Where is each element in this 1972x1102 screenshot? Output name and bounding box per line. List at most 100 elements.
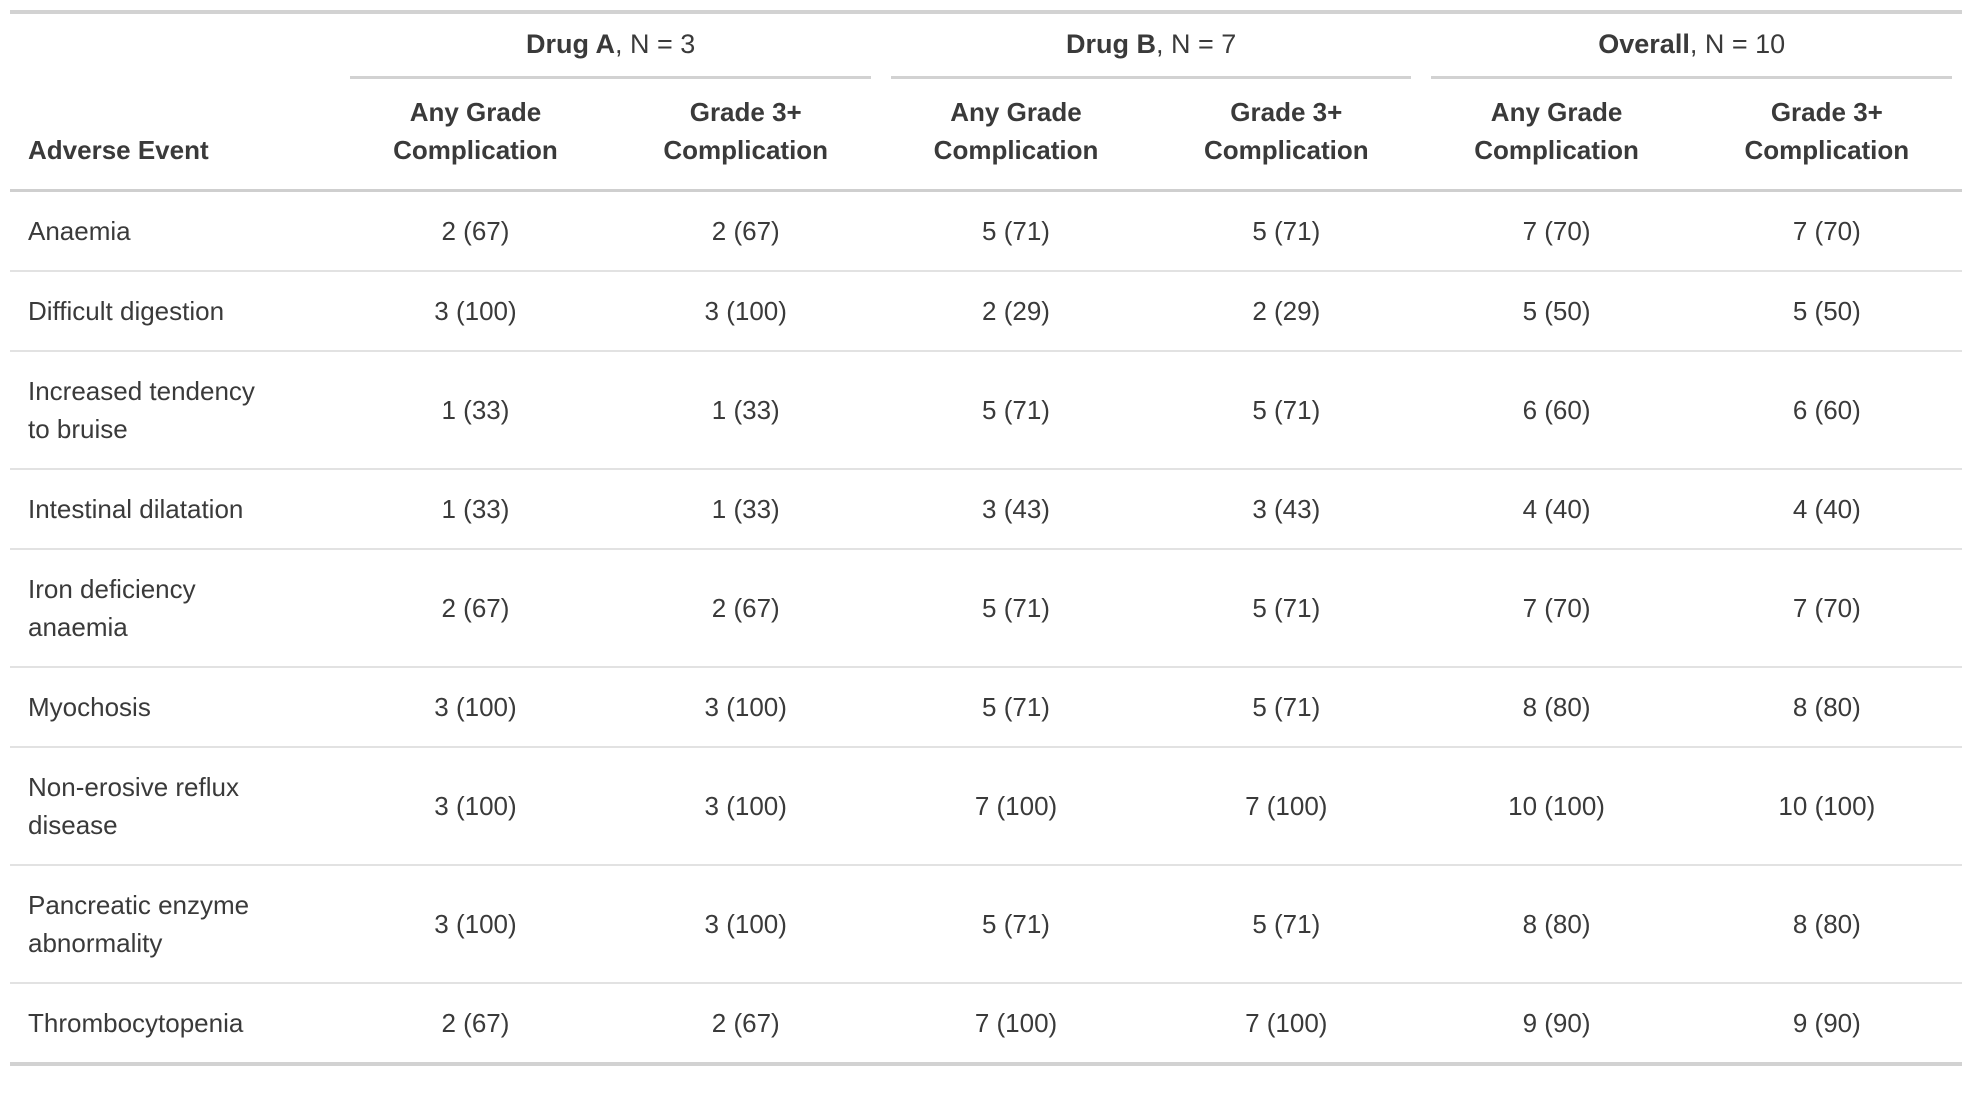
cell-value: 6 (60) — [1691, 351, 1962, 470]
cell-value: 5 (71) — [880, 667, 1152, 748]
cell-value: 1 (33) — [610, 469, 881, 550]
spanner-overall-label: Overall, N = 10 — [1431, 14, 1952, 79]
column-header-overall-any-grade: Any Grade Complication — [1421, 79, 1692, 192]
cell-value: 5 (71) — [880, 865, 1152, 984]
row-label: Myochosis — [10, 667, 341, 748]
table-row: Myochosis 3 (100) 3 (100) 5 (71) 5 (71) … — [10, 667, 1962, 748]
spanner-overall-n: , N = 10 — [1689, 29, 1786, 59]
cell-value: 3 (100) — [610, 271, 881, 352]
spanner-overall-name: Overall — [1598, 29, 1690, 59]
cell-value: 2 (67) — [340, 190, 611, 272]
table-row: Iron deficiency anaemia 2 (67) 2 (67) 5 … — [10, 549, 1962, 668]
cell-value: 7 (70) — [1421, 549, 1692, 668]
cell-value: 7 (100) — [1245, 1008, 1328, 1038]
column-header-line1: Any Grade — [950, 97, 1082, 127]
cell-value: 8 (80) — [1691, 865, 1962, 984]
cell-value: 2 (67) — [610, 190, 881, 272]
cell-value: 1 (33) — [610, 351, 881, 470]
spanner-row: Drug A, N = 3 Drug B, N = 7 Overall, N =… — [10, 12, 1962, 79]
column-header-line1: Any Grade — [409, 97, 542, 127]
column-header-line2: Complication — [1474, 135, 1639, 165]
table-row: Thrombocytopenia 2 (67) 2 (67) 7 (100) 7… — [10, 983, 1962, 1064]
cell-value: 3 (100) — [610, 667, 881, 748]
cell-value: 3 (100) — [610, 865, 881, 984]
cell-value: 3 (100) — [340, 271, 611, 352]
cell-value: 2 (67) — [340, 549, 611, 668]
cell-value: 4 (40) — [1691, 469, 1962, 550]
cell-value: 2 (29) — [880, 271, 1152, 352]
column-header-line2: Complication — [933, 135, 1099, 165]
table-row: Difficult digestion 3 (100) 3 (100) 2 (2… — [10, 271, 1962, 352]
table-row: Increased tendency to bruise 1 (33) 1 (3… — [10, 351, 1962, 470]
cell-value: 3 (100) — [340, 747, 611, 866]
row-label: Intestinal dilatation — [10, 469, 341, 550]
cell-value: 10 (100) — [1421, 747, 1692, 866]
cell-value: 7 (70) — [1421, 190, 1692, 272]
cell-value: 5 (50) — [1421, 271, 1692, 352]
cell-value: 2 (67) — [610, 549, 881, 668]
column-header-line2: Complication — [663, 135, 829, 165]
cell-value: 4 (40) — [1421, 469, 1692, 550]
spanner-spacer — [10, 12, 340, 79]
column-header-drug-a-any-grade: Any Grade Complication — [340, 79, 611, 192]
cell-value: 3 (43) — [1151, 469, 1422, 550]
spanner-drug-a-n: , N = 3 — [614, 29, 696, 59]
table-row: Non-erosive reflux disease 3 (100) 3 (10… — [10, 747, 1962, 866]
column-header-drug-b-any-grade: Any Grade Complication — [880, 79, 1152, 192]
cell-value: 7 (100) — [974, 1008, 1058, 1038]
spanner-drug-a: Drug A, N = 3 — [340, 12, 881, 79]
cell-value: 5 (71) — [880, 549, 1152, 668]
table-row: Pancreatic enzyme abnormality 3 (100) 3 … — [10, 865, 1962, 984]
cell-value: 1 (33) — [340, 469, 611, 550]
cell-value: 3 (43) — [880, 469, 1152, 550]
cell-value: 7 (70) — [1691, 190, 1962, 272]
cell-value: 6 (60) — [1421, 351, 1692, 470]
cell-value: 5 (50) — [1691, 271, 1962, 352]
cell-value: 5 (71) — [880, 351, 1152, 470]
column-header-line1: Grade 3+ — [1770, 97, 1883, 127]
cell-value: 8 (80) — [1421, 667, 1692, 748]
spanner-drug-b-n: , N = 7 — [1156, 29, 1237, 59]
row-label: Increased tendency to bruise — [10, 351, 341, 470]
spanner-drug-b: Drug B, N = 7 — [881, 12, 1422, 79]
column-header-line1: Grade 3+ — [1230, 97, 1343, 127]
column-header-overall-grade-3plus: Grade 3+ Complication — [1691, 79, 1962, 192]
row-label: Iron deficiency anaemia — [10, 549, 341, 668]
cell-value: 7 (100) — [1151, 747, 1422, 866]
row-label: Difficult digestion — [10, 271, 341, 352]
cell-value: 3 (100) — [340, 865, 611, 984]
cell-value: 9 (90) — [1792, 1008, 1861, 1038]
adverse-events-table: Drug A, N = 3 Drug B, N = 7 Overall, N =… — [10, 10, 1962, 1066]
column-header-line2: Complication — [1203, 135, 1369, 165]
cell-value: 2 (67) — [711, 1008, 780, 1038]
cell-value: 3 (100) — [610, 747, 881, 866]
column-header-drug-b-grade-3plus: Grade 3+ Complication — [1151, 79, 1422, 192]
cell-value: 5 (71) — [880, 190, 1152, 272]
spanner-drug-a-label: Drug A, N = 3 — [350, 14, 871, 79]
cell-value: 7 (70) — [1691, 549, 1962, 668]
cell-value: 1 (33) — [340, 351, 611, 470]
cell-value: 5 (71) — [1151, 865, 1422, 984]
row-label: Thrombocytopenia — [28, 1008, 244, 1038]
cell-value: 5 (71) — [1151, 549, 1422, 668]
column-header-row: Adverse Event Any Grade Complication Gra… — [10, 79, 1962, 192]
row-label: Non-erosive reflux disease — [10, 747, 341, 866]
cell-value: 8 (80) — [1691, 667, 1962, 748]
column-header-line1: Any Grade — [1490, 97, 1623, 127]
cell-value: 2 (29) — [1151, 271, 1422, 352]
cell-value: 5 (71) — [1151, 190, 1422, 272]
spanner-drug-b-name: Drug B — [1066, 29, 1156, 59]
cell-value: 3 (100) — [340, 667, 611, 748]
spanner-drug-b-label: Drug B, N = 7 — [890, 14, 1412, 79]
spanner-overall: Overall, N = 10 — [1421, 12, 1962, 79]
cell-value: 9 (90) — [1522, 1008, 1591, 1038]
cell-value: 2 (67) — [441, 1008, 510, 1038]
spanner-drug-a-name: Drug A — [525, 29, 615, 59]
table-row: Anaemia 2 (67) 2 (67) 5 (71) 5 (71) 7 (7… — [10, 190, 1962, 272]
column-header-drug-a-grade-3plus: Grade 3+ Complication — [610, 79, 881, 192]
column-header-line2: Complication — [393, 135, 558, 165]
column-header-line1: Grade 3+ — [689, 97, 802, 127]
cell-value: 10 (100) — [1691, 747, 1962, 866]
cell-value: 5 (71) — [1151, 667, 1422, 748]
cell-value: 5 (71) — [1151, 351, 1422, 470]
